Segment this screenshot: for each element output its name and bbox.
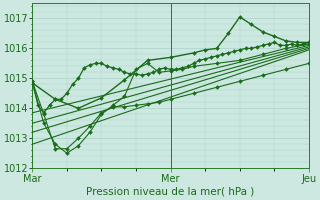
X-axis label: Pression niveau de la mer( hPa ): Pression niveau de la mer( hPa ) — [86, 187, 255, 197]
